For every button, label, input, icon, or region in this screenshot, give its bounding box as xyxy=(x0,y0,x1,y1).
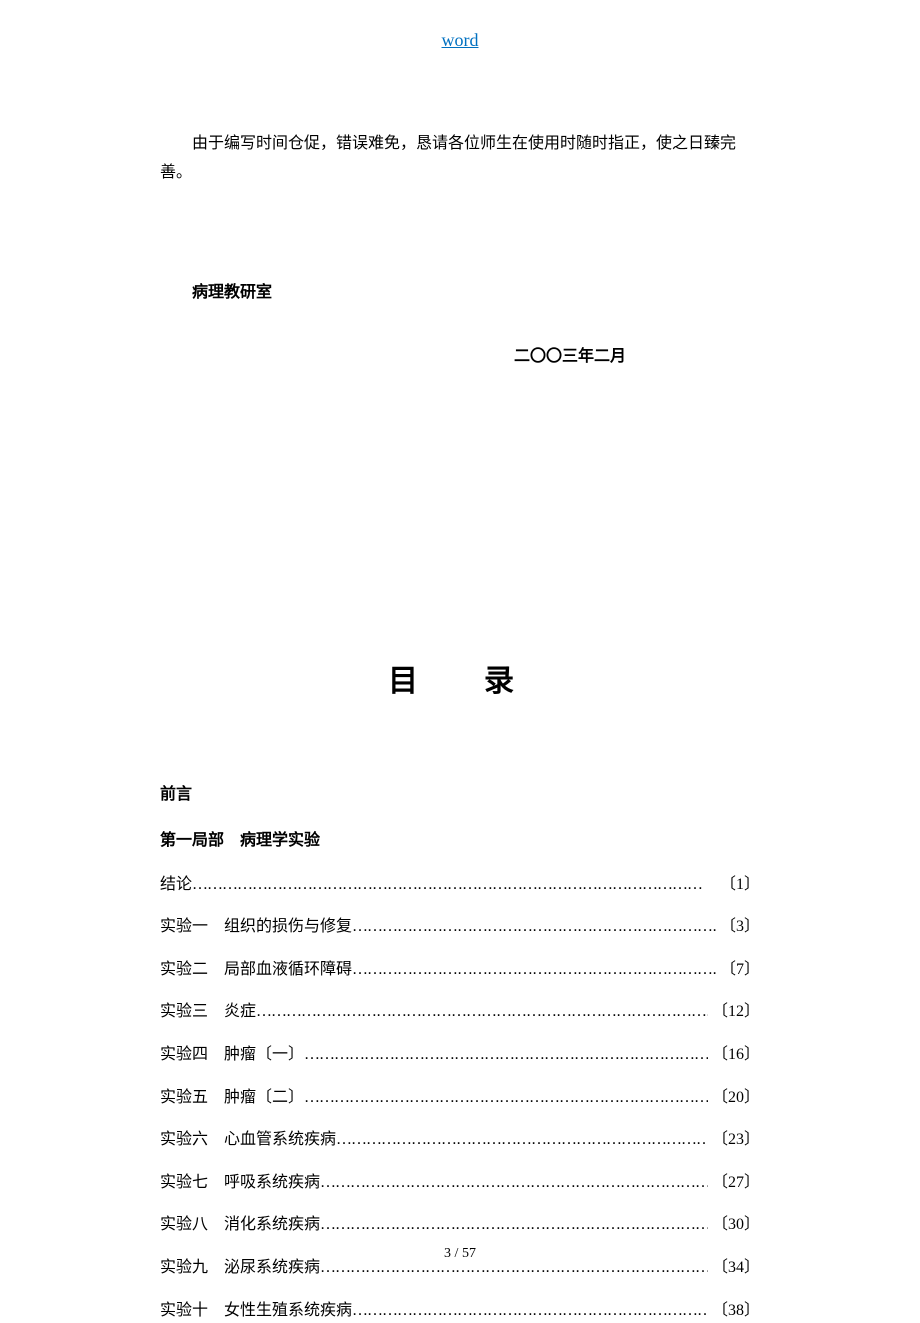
date-text: 二〇〇三年二月 xyxy=(160,342,760,366)
toc-entry: 结论…………………………………………………………………………………………〔1〕 xyxy=(160,872,760,898)
toc-entry-title: 炎症 xyxy=(224,999,256,1025)
word-link[interactable]: word xyxy=(442,30,479,51)
toc-entry-page: 〔34〕 xyxy=(708,1255,760,1281)
toc-entry-dots: ………………………………………………………………………………………… xyxy=(320,1170,708,1196)
toc-entry-label: 结论 xyxy=(160,872,192,898)
toc-entry-dots: ………………………………………………………………………………………… xyxy=(256,999,708,1025)
toc-entry-label: 实验四 xyxy=(160,1042,208,1068)
toc-entry: 实验七呼吸系统疾病…………………………………………………………………………………… xyxy=(160,1170,760,1196)
toc-entry-dots: ………………………………………………………………………………………… xyxy=(336,1127,708,1153)
toc-entry-title: 肿瘤〔一〕 xyxy=(224,1042,304,1068)
toc-entry-page: 〔16〕 xyxy=(708,1042,760,1068)
toc-entry: 实验六心血管系统疾病………………………………………………………………………………… xyxy=(160,1127,760,1153)
toc-entry-label: 实验九 xyxy=(160,1255,208,1281)
toc-entry-page: 〔27〕 xyxy=(708,1170,760,1196)
toc-entry-label: 实验五 xyxy=(160,1085,208,1111)
toc-entry-page: 〔38〕 xyxy=(708,1298,760,1323)
page-content: 由于编写时间仓促，错误难免，恳请各位师生在使用时随时指正，使之日臻完善。 病理教… xyxy=(0,0,920,1323)
toc-entry-label: 实验一 xyxy=(160,914,208,940)
toc-entry-page: 〔20〕 xyxy=(708,1085,760,1111)
toc-entry-dots: ………………………………………………………………………………………… xyxy=(304,1085,708,1111)
toc-entry-label: 实验二 xyxy=(160,957,208,983)
toc-entry-dots: ………………………………………………………………………………………… xyxy=(320,1212,708,1238)
page-number: 3 / 57 xyxy=(444,1246,476,1262)
toc-entry-dots: ………………………………………………………………………………………… xyxy=(352,957,716,983)
toc-entry-title: 消化系统疾病 xyxy=(224,1212,320,1238)
toc-entry-title: 组织的损伤与修复 xyxy=(224,914,352,940)
toc-entry: 实验五肿瘤〔二〕……………………………………………………………………………………… xyxy=(160,1085,760,1111)
toc-entry-title: 泌尿系统疾病 xyxy=(224,1255,320,1281)
toc-entry: 实验一组织的损伤与修复……………………………………………………………………………… xyxy=(160,914,760,940)
toc-entry-label: 实验十 xyxy=(160,1298,208,1323)
toc-entry-page: 〔23〕 xyxy=(708,1127,760,1153)
toc-entry-label: 实验三 xyxy=(160,999,208,1025)
toc-entry-dots: ………………………………………………………………………………………… xyxy=(352,914,716,940)
toc-entry-title: 女性生殖系统疾病 xyxy=(224,1298,352,1323)
toc-entry-page: 〔3〕 xyxy=(716,914,760,940)
toc-entry: 实验三炎症…………………………………………………………………………………………〔… xyxy=(160,999,760,1025)
department-name: 病理教研室 xyxy=(160,278,760,302)
intro-paragraph: 由于编写时间仓促，错误难免，恳请各位师生在使用时随时指正，使之日臻完善。 xyxy=(160,130,760,188)
toc-entry-label: 实验七 xyxy=(160,1170,208,1196)
toc-entry-title: 心血管系统疾病 xyxy=(224,1127,336,1153)
toc-entry: 实验十女性生殖系统疾病……………………………………………………………………………… xyxy=(160,1298,760,1323)
toc-entry-label: 实验六 xyxy=(160,1127,208,1153)
toc-title: 目 录 xyxy=(160,656,760,700)
toc-section-heading: 第一局部 病理学实验 xyxy=(160,826,760,850)
toc-entry-title: 肿瘤〔二〕 xyxy=(224,1085,304,1111)
toc-entry-title: 呼吸系统疾病 xyxy=(224,1170,320,1196)
toc-entry: 实验二局部血液循环障碍……………………………………………………………………………… xyxy=(160,957,760,983)
toc-entry-dots: ………………………………………………………………………………………… xyxy=(320,1255,708,1281)
toc-entry-page: 〔1〕 xyxy=(716,872,760,898)
toc-entry: 实验八消化系统疾病…………………………………………………………………………………… xyxy=(160,1212,760,1238)
toc-preface: 前言 xyxy=(160,780,760,804)
toc-entry-dots: ………………………………………………………………………………………… xyxy=(192,872,716,898)
toc-entry: 实验四肿瘤〔一〕……………………………………………………………………………………… xyxy=(160,1042,760,1068)
toc-entry-page: 〔7〕 xyxy=(716,957,760,983)
toc-entry-page: 〔30〕 xyxy=(708,1212,760,1238)
toc-entry-page: 〔12〕 xyxy=(708,999,760,1025)
toc-entry-dots: ………………………………………………………………………………………… xyxy=(304,1042,708,1068)
toc-entry-label: 实验八 xyxy=(160,1212,208,1238)
toc-entry-title: 局部血液循环障碍 xyxy=(224,957,352,983)
toc-entry-dots: ………………………………………………………………………………………… xyxy=(352,1298,708,1323)
